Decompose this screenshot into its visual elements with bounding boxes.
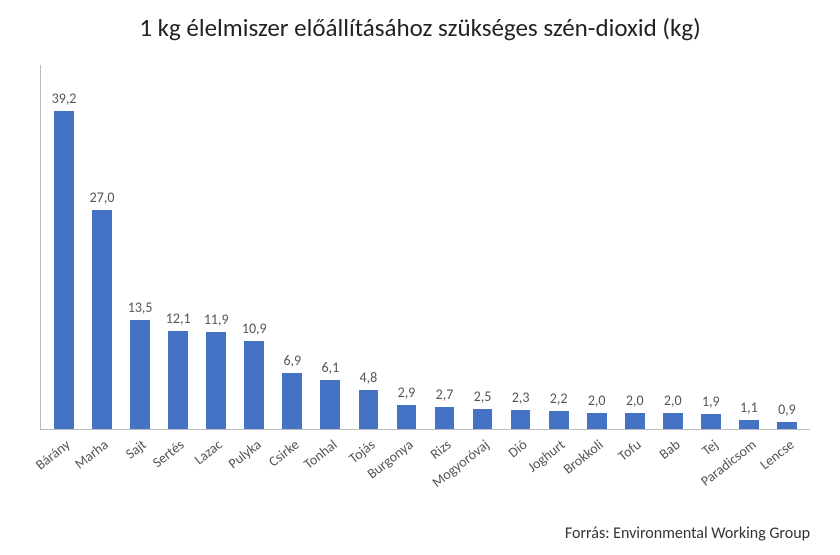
bar-value-label: 1,1 <box>730 399 768 416</box>
bar <box>549 411 569 429</box>
bar <box>663 413 683 429</box>
chart-title: 1 kg élelmiszer előállításához szükséges… <box>0 0 840 49</box>
bar-slot: 2,2 <box>540 65 578 429</box>
bar-slot: 6,9 <box>273 65 311 429</box>
bar-slot: 12,1 <box>159 65 197 429</box>
x-axis-label: Tofu <box>615 436 645 465</box>
bar-slot: 39,2 <box>45 65 83 429</box>
x-label-slot: Paradicsom <box>730 430 768 520</box>
x-label-slot: Tofu <box>615 430 653 520</box>
bar-value-label: 6,1 <box>311 359 349 376</box>
x-axis-label: Lazac <box>191 436 226 468</box>
bar-slot: 4,8 <box>349 65 387 429</box>
bar <box>359 390 379 429</box>
bar <box>397 405 417 429</box>
bar-value-label: 2,7 <box>425 386 463 403</box>
bar-value-label: 13,5 <box>121 299 159 316</box>
bar-value-label: 2,2 <box>540 390 578 407</box>
bar-slot: 1,1 <box>730 65 768 429</box>
bar-value-label: 2,3 <box>502 389 540 406</box>
bar <box>244 341 264 429</box>
bar-slot: 11,9 <box>197 65 235 429</box>
bar-value-label: 1,9 <box>692 393 730 410</box>
bar <box>739 420 759 429</box>
bars-group: 39,227,013,512,111,910,96,96,14,82,92,72… <box>41 65 810 429</box>
bar-value-label: 39,2 <box>45 90 83 107</box>
x-label-slot: Tonhal <box>311 430 349 520</box>
bar-slot: 2,9 <box>387 65 425 429</box>
bar-slot: 27,0 <box>83 65 121 429</box>
bar-value-label: 27,0 <box>83 189 121 206</box>
bar-value-label: 2,9 <box>387 384 425 401</box>
bar <box>130 320 150 430</box>
bar-slot: 2,0 <box>654 65 692 429</box>
x-label-slot: Bárány <box>44 430 82 520</box>
bar <box>625 413 645 429</box>
bar-slot: 0,9 <box>768 65 806 429</box>
bar <box>435 407 455 429</box>
x-label-slot: Bab <box>654 430 692 520</box>
bar-slot: 2,0 <box>616 65 654 429</box>
bar-value-label: 4,8 <box>349 369 387 386</box>
bar <box>168 331 188 429</box>
x-axis-label: Rizs <box>427 436 455 463</box>
x-label-slot: Csirke <box>273 430 311 520</box>
x-label-slot: Brokkoli <box>577 430 615 520</box>
source-caption: Forrás: Environmental Working Group <box>565 524 810 543</box>
bar <box>701 414 721 429</box>
bar-value-label: 2,0 <box>616 392 654 409</box>
bar-value-label: 2,0 <box>578 392 616 409</box>
bar <box>92 210 112 429</box>
bar-slot: 13,5 <box>121 65 159 429</box>
bar-value-label: 12,1 <box>159 310 197 327</box>
bar <box>320 380 340 429</box>
x-axis-label: Bárány <box>32 436 73 473</box>
bar <box>206 332 226 429</box>
bar-value-label: 0,9 <box>768 401 806 418</box>
x-axis-label: Sajt <box>123 436 150 462</box>
plot-area: 39,227,013,512,111,910,96,96,14,82,92,72… <box>40 65 810 430</box>
bar-slot: 2,3 <box>502 65 540 429</box>
bar <box>282 373 302 429</box>
x-label-slot: Lencse <box>768 430 806 520</box>
x-label-slot: Mogyoróvaj <box>463 430 501 520</box>
bar <box>777 422 797 429</box>
x-label-slot: Burgonya <box>387 430 425 520</box>
x-axis-label: Dió <box>505 436 531 461</box>
bar-slot: 2,5 <box>464 65 502 429</box>
x-label-slot: Sajt <box>120 430 158 520</box>
bar-value-label: 11,9 <box>197 311 235 328</box>
bar-slot: 10,9 <box>235 65 273 429</box>
x-label-slot: Lazac <box>196 430 234 520</box>
x-axis-labels: BárányMarhaSajtSertésLazacPulykaCsirkeTo… <box>40 430 810 520</box>
bar-value-label: 6,9 <box>273 352 311 369</box>
bar <box>54 111 74 429</box>
bar-slot: 6,1 <box>311 65 349 429</box>
x-label-slot: Sertés <box>158 430 196 520</box>
chart-container: 1 kg élelmiszer előállításához szükséges… <box>0 0 840 555</box>
x-axis-label: Bab <box>655 436 683 463</box>
bar <box>511 410 531 429</box>
bar-slot: 2,7 <box>425 65 463 429</box>
bar-value-label: 2,0 <box>654 392 692 409</box>
bar-value-label: 10,9 <box>235 320 273 337</box>
bar-slot: 2,0 <box>578 65 616 429</box>
bar-slot: 1,9 <box>692 65 730 429</box>
x-label-slot: Marha <box>82 430 120 520</box>
bar-value-label: 2,5 <box>464 388 502 405</box>
bar <box>587 413 607 429</box>
x-axis-label: Tej <box>698 436 721 459</box>
x-label-slot: Pulyka <box>234 430 272 520</box>
bar <box>473 409 493 429</box>
